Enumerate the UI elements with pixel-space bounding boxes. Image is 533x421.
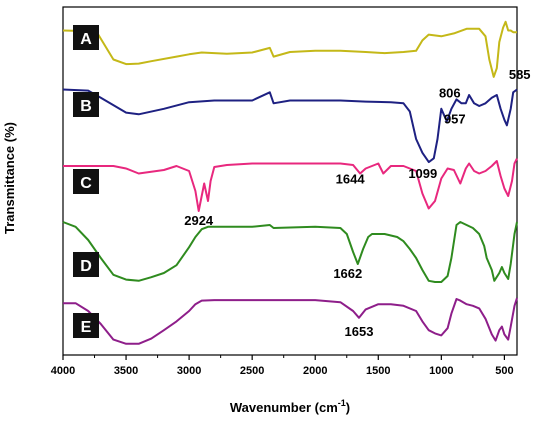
series-badge-box [73,169,99,194]
x-tick-label: 4000 [51,365,75,377]
peak-label-1662: 1662 [333,266,362,281]
series-badge-label: B [80,98,92,115]
x-tick-label: 2000 [303,365,327,377]
peak-annotations: 585 1099 957 806 2924 1644 1662 1653 [184,67,530,339]
series-badge-c: C [73,169,99,194]
x-tick-label: 3500 [114,365,138,377]
peak-label-1099: 1099 [408,166,437,181]
series-badge-label: A [80,31,92,48]
peak-label-2924: 2924 [184,213,214,228]
series-line-b [62,88,518,164]
x-axis-ticks: 4000 3500 3000 2500 2000 1500 1000 500 [51,355,514,377]
series-badge-label: C [80,175,92,192]
x-tick-label: 1000 [429,365,453,377]
peak-label-585: 585 [509,67,531,82]
series-badge-b: B [73,92,99,117]
series-badge-label: D [80,258,92,275]
series-badges: A B C D E [73,25,99,338]
peak-label-1644: 1644 [336,172,366,187]
series-layer [62,20,518,345]
plot-frame [62,6,518,356]
series-badge-box [73,92,99,117]
peak-label-806: 806 [439,85,461,100]
x-tick-label: 2500 [240,365,264,377]
series-line-a [62,20,517,78]
y-axis-title: Transmittance (%) [2,122,17,234]
x-tick-label: 1500 [366,365,390,377]
series-badge-a: A [73,25,99,50]
x-axis-title: Wavenumber (cm-1) [230,398,350,415]
series-badge-box [73,252,99,277]
series-badge-e: E [73,313,99,338]
series-line-e [63,297,518,345]
peak-label-1653: 1653 [345,324,374,339]
series-badge-box [73,25,99,50]
x-tick-label: 500 [495,365,513,377]
peak-label-957: 957 [444,111,466,126]
series-line-c [63,158,518,212]
series-badge-label: E [81,319,92,336]
x-tick-label: 3000 [177,365,201,377]
series-badge-box [73,313,99,338]
series-badge-d: D [73,252,99,277]
series-line-d [62,221,518,283]
